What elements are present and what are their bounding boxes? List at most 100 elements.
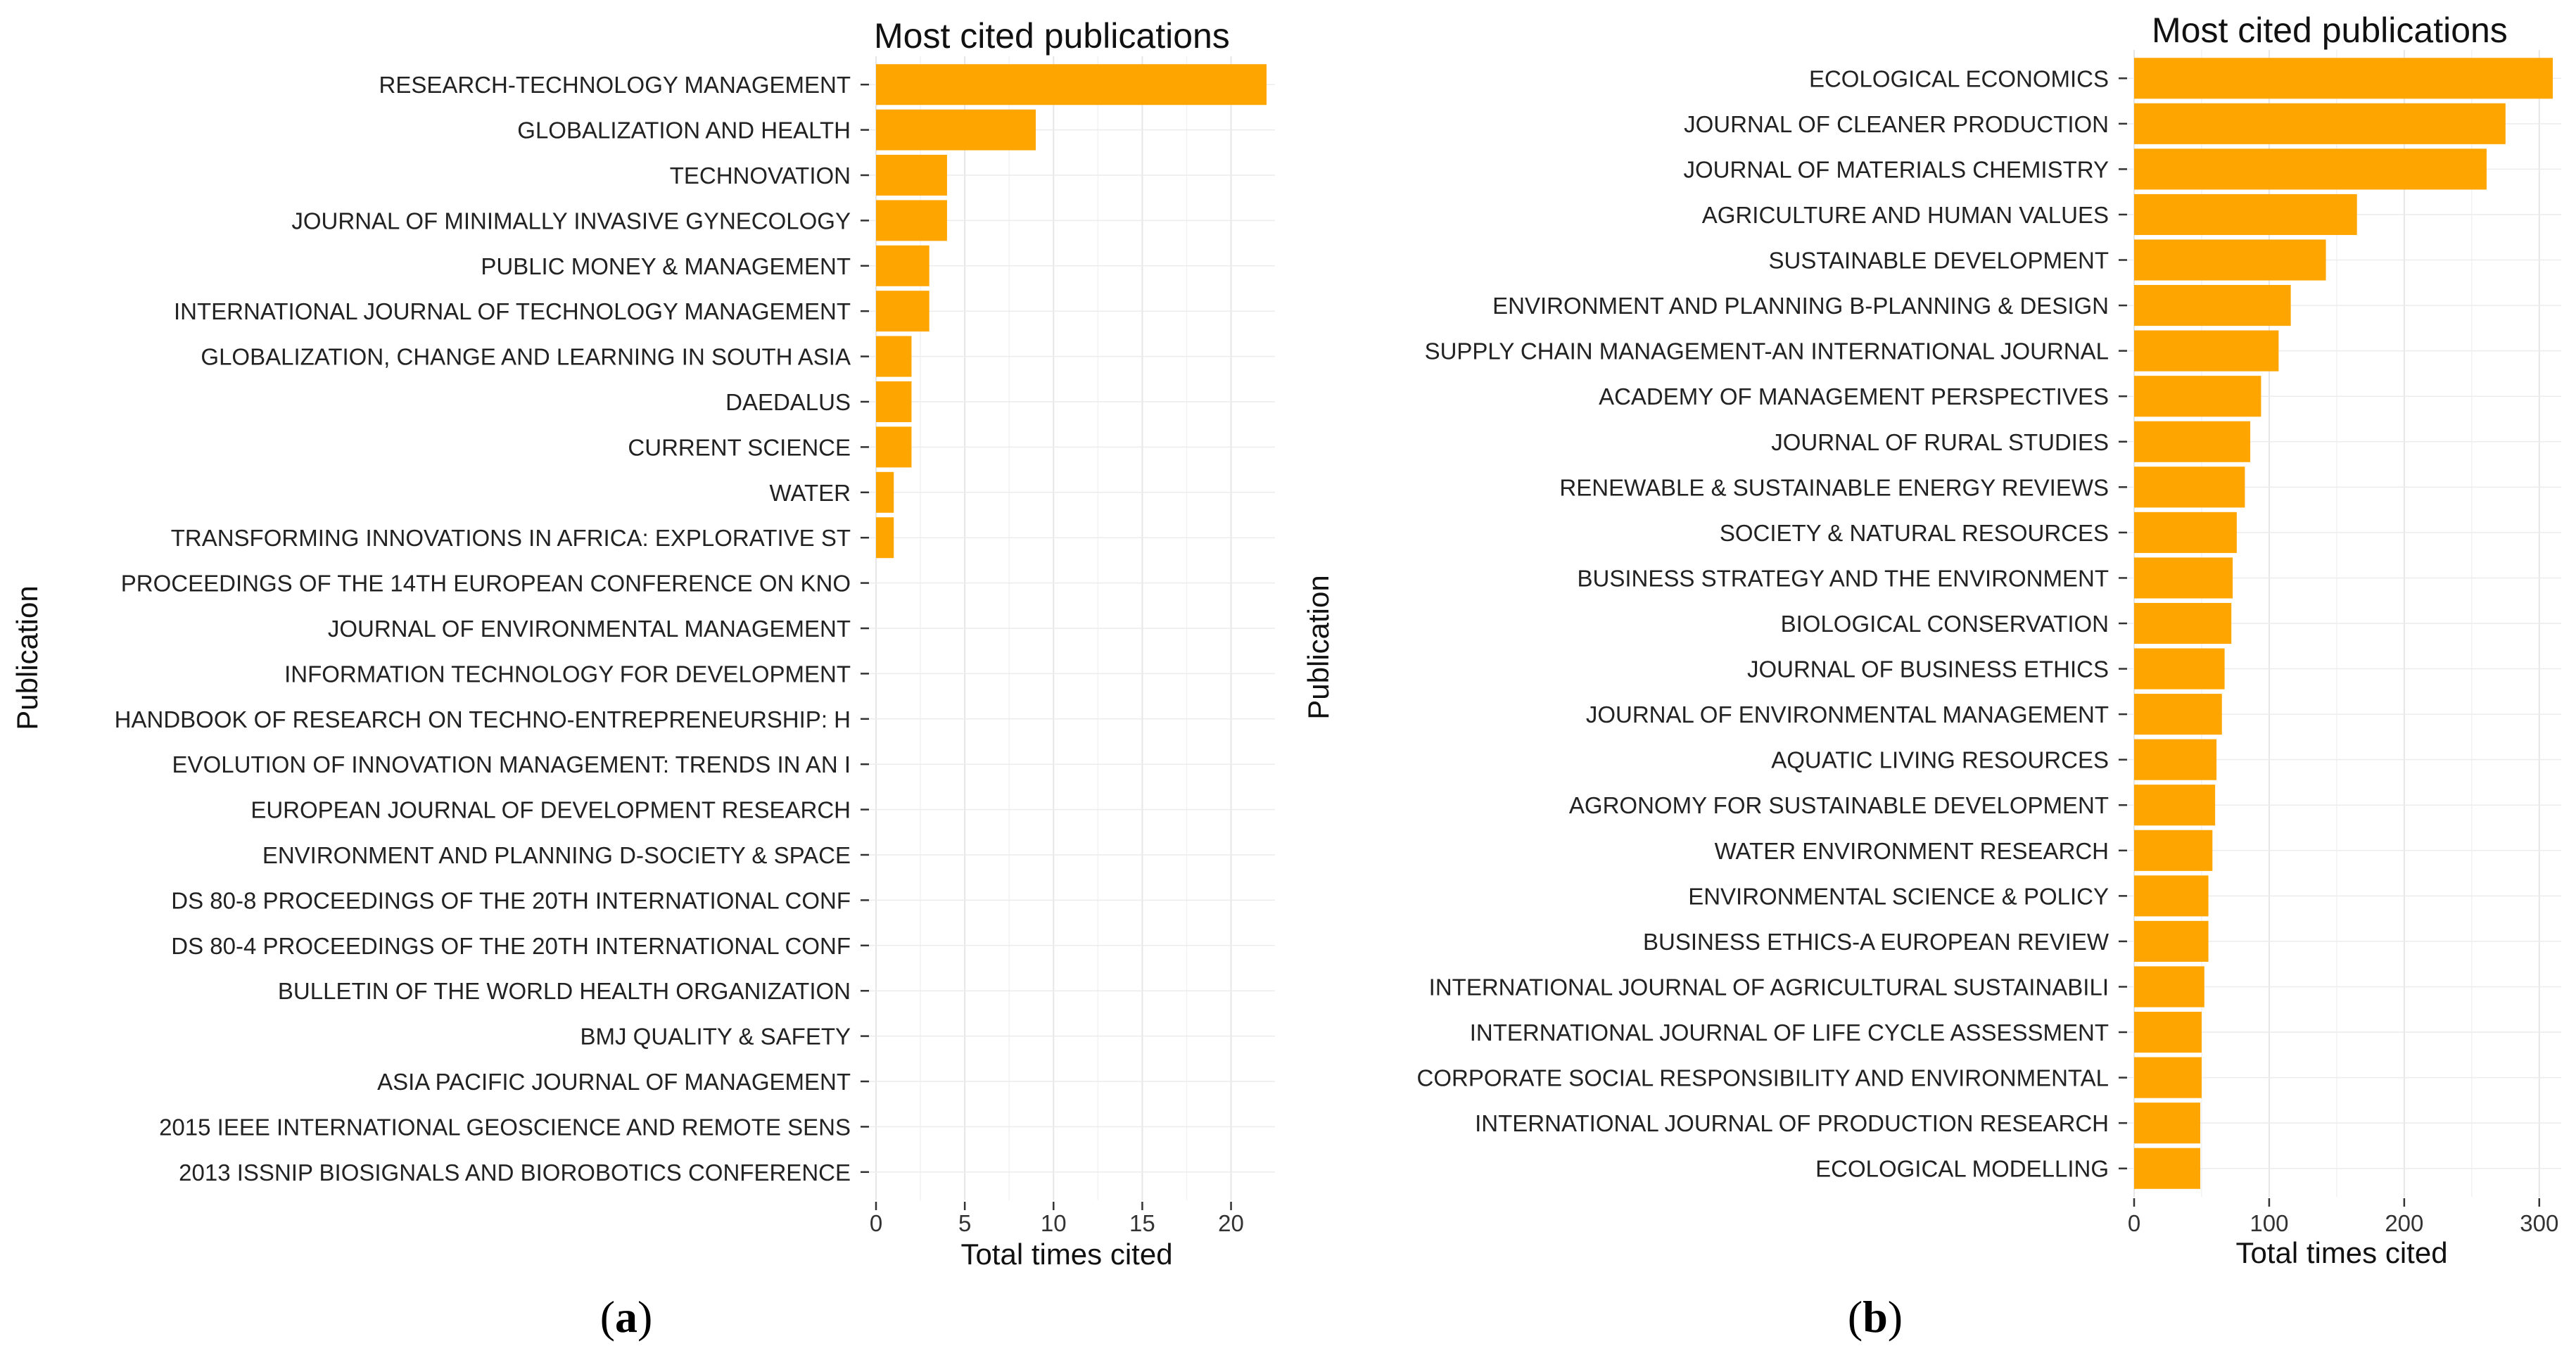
panel-a-category-label: WATER — [770, 480, 851, 506]
panel-a-category-label: CURRENT SCIENCE — [628, 434, 851, 460]
panel-a-bar — [876, 471, 894, 513]
panel-b-bar — [2134, 103, 2506, 144]
panel-b-chart-title: Most cited publications — [2152, 11, 2508, 50]
panel-a: RESEARCH-TECHNOLOGY MANAGEMENT GLOBALIZAT… — [11, 16, 1275, 1342]
panel-b-bar — [2134, 739, 2217, 780]
panel-b-bar — [2134, 58, 2553, 99]
panel-b-category-label: JOURNAL OF MATERIALS CHEMISTRY — [1684, 156, 2109, 182]
panel-b-bar — [2134, 1103, 2201, 1144]
panel-a-category-label: TECHNOVATION — [670, 163, 851, 189]
panel-a-bar — [876, 64, 1267, 106]
panel-b-category-label: BUSINESS STRATEGY AND THE ENVIRONMENT — [1578, 565, 2109, 591]
panel-a-bar — [876, 517, 894, 559]
panel-b-category-label: WATER ENVIRONMENT RESEARCH — [1715, 838, 2109, 864]
panel-b-bar — [2134, 648, 2225, 690]
panel-b-category-label: JOURNAL OF CLEANER PRODUCTION — [1684, 111, 2109, 137]
panel-a-x-tick-label: 0 — [870, 1210, 882, 1236]
panel-b-bar — [2134, 602, 2232, 644]
panel-b-category-label: BUSINESS ETHICS-A EUROPEAN REVIEW — [1643, 929, 2109, 955]
panel-a-category-label: BMJ QUALITY & SAFETY — [580, 1024, 851, 1050]
panel-b-plot-area: ECOLOGICAL ECONOMICS JOURNAL OF CLEANER P… — [1417, 50, 2561, 1236]
panel-b-category-label: JOURNAL OF RURAL STUDIES — [1771, 429, 2109, 455]
panel-b-category-label: CORPORATE SOCIAL RESPONSIBILITY AND ENVI… — [1417, 1065, 2109, 1091]
panel-a-category-label: 2013 ISSNIP BIOSIGNALS AND BIOROBOTICS C… — [179, 1160, 851, 1186]
panel-b-category-label: AGRONOMY FOR SUSTAINABLE DEVELOPMENT — [1569, 792, 2109, 818]
panel-b-bar — [2134, 466, 2245, 508]
panel-a-x-tick-label: 10 — [1041, 1210, 1067, 1236]
panel-a-category-label: INTERNATIONAL JOURNAL OF TECHNOLOGY MANA… — [174, 298, 851, 324]
panel-b-category-label: INTERNATIONAL JOURNAL OF PRODUCTION RESE… — [1475, 1110, 2109, 1136]
panel-a-category-label: ASIA PACIFIC JOURNAL OF MANAGEMENT — [377, 1069, 851, 1095]
panel-b-bar — [2134, 875, 2209, 917]
panel-b-category-label: ACADEMY OF MANAGEMENT PERSPECTIVES — [1599, 383, 2109, 409]
panel-a-category-label: EVOLUTION OF INNOVATION MANAGEMENT: TREN… — [172, 751, 851, 777]
panel-b-caption: (b) — [1848, 1292, 1903, 1342]
panel-a-x-tick-label: 5 — [958, 1210, 971, 1236]
panel-a-category-label: HANDBOOK OF RESEARCH ON TECHNO-ENTREPREN… — [115, 706, 851, 732]
panel-b-category-label: SOCIETY & NATURAL RESOURCES — [1720, 520, 2109, 546]
panel-b-bar — [2134, 512, 2237, 553]
panel-a-bar — [876, 200, 947, 241]
panel-a-category-label: PROCEEDINGS OF THE 14TH EUROPEAN CONFERE… — [121, 571, 851, 597]
panel-a-category-label: BULLETIN OF THE WORLD HEALTH ORGANIZATIO… — [278, 978, 851, 1004]
panel-a-category-label: JOURNAL OF ENVIRONMENTAL MANAGEMENT — [328, 616, 851, 642]
panel-b-bar — [2134, 239, 2326, 281]
panel-b-category-label: ENVIRONMENT AND PLANNING B-PLANNING & DE… — [1492, 293, 2109, 319]
panel-b-bar — [2134, 330, 2279, 371]
panel-b: ECOLOGICAL ECONOMICS JOURNAL OF CLEANER P… — [1302, 11, 2561, 1342]
panel-b-bar — [2134, 193, 2357, 236]
panel-a-category-label: RESEARCH-TECHNOLOGY MANAGEMENT — [379, 72, 851, 98]
panel-b-bar — [2134, 557, 2233, 599]
panel-a-bar — [876, 245, 929, 286]
panel-b-x-tick-label: 100 — [2250, 1210, 2288, 1236]
panel-b-bar — [2134, 285, 2291, 326]
panel-a-bar — [876, 336, 912, 377]
panel-a-x-axis-title: Total times cited — [960, 1238, 1172, 1271]
panel-a-category-label: GLOBALIZATION AND HEALTH — [517, 117, 851, 144]
panel-a-bar — [876, 426, 912, 468]
panel-b-category-label: SUSTAINABLE DEVELOPMENT — [1768, 248, 2109, 274]
panel-b-bar — [2134, 694, 2222, 735]
panel-b-bar — [2134, 376, 2261, 417]
panel-a-x-tick-label: 15 — [1129, 1210, 1155, 1236]
panel-b-y-axis-title: Publication — [1302, 575, 1335, 719]
panel-a-category-label: PUBLIC MONEY & MANAGEMENT — [481, 253, 851, 279]
panel-b-bar — [2134, 148, 2487, 190]
panel-a-caption: (a) — [600, 1292, 653, 1342]
panel-b-category-label: AQUATIC LIVING RESOURCES — [1771, 747, 2109, 773]
panel-b-bar — [2134, 785, 2216, 826]
panel-b-bar — [2134, 1148, 2201, 1189]
panel-b-bar — [2134, 1057, 2202, 1098]
panel-a-bar — [876, 291, 929, 332]
panel-b-category-label: INTERNATIONAL JOURNAL OF LIFE CYCLE ASSE… — [1470, 1019, 2109, 1046]
panel-b-category-label: JOURNAL OF ENVIRONMENTAL MANAGEMENT — [1586, 701, 2109, 728]
panel-b-caption-letter: b — [1863, 1292, 1888, 1342]
panel-a-category-label: ENVIRONMENT AND PLANNING D-SOCIETY & SPA… — [262, 842, 851, 868]
panel-a-category-label: INFORMATION TECHNOLOGY FOR DEVELOPMENT — [284, 661, 851, 687]
panel-a-x-tick-label: 20 — [1218, 1210, 1244, 1236]
panel-a-category-label: 2015 IEEE INTERNATIONAL GEOSCIENCE AND R… — [159, 1114, 851, 1140]
panel-a-y-axis-title: Publication — [11, 585, 44, 730]
panel-a-category-label: EUROPEAN JOURNAL OF DEVELOPMENT RESEARCH — [250, 797, 851, 823]
panel-b-category-label: BIOLOGICAL CONSERVATION — [1781, 611, 2109, 637]
panel-a-bar — [876, 109, 1036, 151]
panel-b-category-label: RENEWABLE & SUSTAINABLE ENERGY REVIEWS — [1559, 474, 2109, 500]
panel-a-plot-area: RESEARCH-TECHNOLOGY MANAGEMENT GLOBALIZAT… — [115, 56, 1275, 1236]
panel-a-chart-title: Most cited publications — [874, 16, 1230, 56]
panel-b-x-tick-label: 0 — [2128, 1210, 2140, 1236]
panel-a-caption-letter: a — [615, 1292, 637, 1342]
panel-b-category-label: AGRICULTURE AND HUMAN VALUES — [1702, 202, 2109, 228]
panel-b-bar — [2134, 421, 2251, 462]
panel-a-bar — [876, 155, 947, 196]
panel-b-category-label: ENVIRONMENTAL SCIENCE & POLICY — [1688, 883, 2109, 909]
panel-b-category-label: INTERNATIONAL JOURNAL OF AGRICULTURAL SU… — [1429, 974, 2109, 1000]
panel-b-bar — [2134, 1011, 2202, 1053]
panel-b-category-label: ECOLOGICAL MODELLING — [1815, 1156, 2109, 1182]
panel-b-category-label: ECOLOGICAL ECONOMICS — [1809, 65, 2109, 91]
panel-b-bar — [2134, 920, 2209, 962]
panel-a-category-label: DS 80-8 PROCEEDINGS OF THE 20TH INTERNAT… — [171, 887, 851, 913]
panel-a-category-label: DAEDALUS — [725, 389, 851, 415]
panel-a-category-label: JOURNAL OF MINIMALLY INVASIVE GYNECOLOGY — [291, 208, 851, 234]
panel-b-x-tick-label: 300 — [2520, 1210, 2558, 1236]
